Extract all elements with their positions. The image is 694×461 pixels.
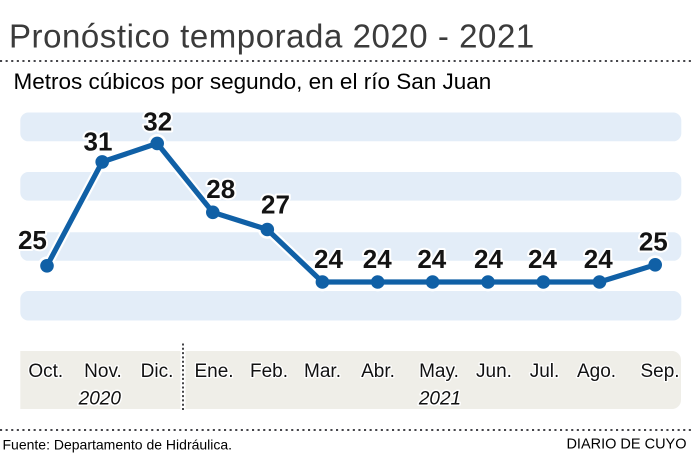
svg-text:24: 24 [417, 244, 446, 274]
svg-text:Dic.: Dic. [141, 361, 174, 382]
svg-text:Feb.: Feb. [250, 361, 288, 382]
svg-text:24: 24 [363, 244, 392, 274]
svg-text:2020: 2020 [78, 389, 122, 410]
svg-text:24: 24 [584, 244, 613, 274]
svg-text:Pronóstico temporada 2020 - 20: Pronóstico temporada 2020 - 2021 [9, 17, 535, 54]
svg-text:Sep.: Sep. [640, 361, 679, 382]
svg-text:DIARIO DE CUYO: DIARIO DE CUYO [566, 437, 686, 453]
svg-text:28: 28 [206, 174, 235, 204]
svg-text:Ago.: Ago. [577, 361, 616, 382]
svg-text:Metros cúbicos por segundo, en: Metros cúbicos por segundo, en el río Sa… [14, 69, 492, 94]
svg-text:May.: May. [419, 361, 459, 382]
svg-text:Jul.: Jul. [530, 361, 560, 382]
svg-text:Abr.: Abr. [361, 361, 395, 382]
svg-text:25: 25 [18, 225, 47, 255]
svg-text:24: 24 [474, 244, 503, 274]
svg-text:Ene.: Ene. [194, 361, 233, 382]
svg-text:Jun.: Jun. [476, 361, 512, 382]
svg-text:24: 24 [528, 244, 557, 274]
svg-text:Nov.: Nov. [84, 361, 122, 382]
svg-text:Fuente: Departamento de Hidráu: Fuente: Departamento de Hidráulica. [3, 437, 233, 453]
svg-text:Oct.: Oct. [28, 361, 63, 382]
svg-text:31: 31 [84, 126, 113, 156]
svg-text:27: 27 [261, 190, 290, 220]
svg-text:24: 24 [314, 244, 343, 274]
svg-text:25: 25 [639, 227, 668, 257]
svg-text:Mar.: Mar. [304, 361, 341, 382]
svg-text:32: 32 [143, 106, 172, 136]
svg-text:2021: 2021 [418, 389, 461, 410]
